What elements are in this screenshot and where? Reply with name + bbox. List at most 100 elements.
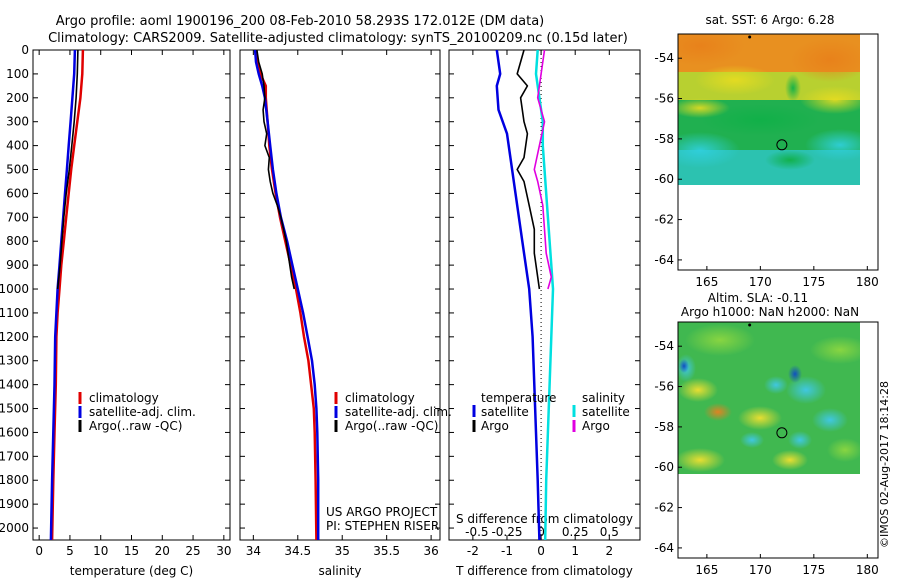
x-axis-label: salinity (318, 564, 361, 578)
series-line-argo (516, 49, 541, 290)
x-tick-label: 15 (124, 544, 139, 558)
x-tick-label: 10 (93, 544, 108, 558)
y-tick-label: -62 (654, 213, 674, 227)
y-tick-label: -60 (654, 460, 674, 474)
profile-location-marker (776, 139, 788, 151)
sst-patch-cyan (678, 132, 740, 168)
secondary-x-tick-label: -0.25 (491, 525, 522, 539)
difference-legend: temperature satellite Argo salinity sate… (472, 391, 630, 433)
y-tick-label: 100 (6, 67, 29, 81)
y-tick-label: -62 (654, 501, 674, 515)
project-annotation-line1: US ARGO PROJECT (326, 505, 438, 519)
sla-patch-yellow (678, 448, 725, 472)
x-tick-label: 1 (571, 544, 579, 558)
x-axis-label: T difference from climatology (455, 564, 633, 578)
sla-patch-yellow (772, 450, 808, 470)
y-tick-label: 1500 (0, 402, 29, 416)
sla-patch-orange (704, 403, 732, 421)
sla-patch-lime (810, 336, 860, 364)
x-tick-label: 35 (335, 544, 350, 558)
y-tick-label: 600 (6, 186, 29, 200)
series-line-argo-raw-qc- (256, 49, 295, 290)
sla-patch-yellow (738, 406, 782, 430)
project-annotation-line2: PI: STEPHEN RISER (326, 519, 439, 533)
sst-patch-orange (678, 34, 745, 66)
x-axis-label: temperature (deg C) (70, 564, 193, 578)
x-tick-label: 20 (155, 544, 170, 558)
x-tick-label: 36 (423, 544, 438, 558)
y-tick-label: 1100 (0, 306, 29, 320)
y-tick-label: -60 (654, 172, 674, 186)
x-tick-label: -2 (467, 544, 479, 558)
x-tick-label: 170 (749, 275, 772, 289)
x-tick-label: -1 (501, 544, 513, 558)
y-tick-label: -58 (654, 132, 674, 146)
y-tick-label: -56 (654, 380, 674, 394)
sst-patch-green (700, 104, 820, 136)
map-dot (748, 323, 752, 327)
y-tick-label: 1300 (0, 354, 29, 368)
plot-frame (448, 49, 641, 541)
legend-label-argo: Argo(..raw -QC) (345, 419, 438, 433)
y-tick-label: 800 (6, 234, 29, 248)
y-tick-label: 200 (6, 91, 29, 105)
y-tick-label: 0 (21, 43, 29, 57)
sla-patch-cyan (764, 376, 788, 394)
x-tick-label: 175 (802, 563, 825, 577)
series-line-climatology (50, 49, 85, 541)
sst-patch-yellow (800, 86, 860, 114)
sla-heatmap (678, 322, 860, 474)
x-tick-label: 180 (856, 563, 879, 577)
profile-location-marker (776, 427, 788, 439)
sla-patch-cyan (786, 376, 826, 404)
y-tick-label: 500 (6, 163, 29, 177)
sst-heatmap (678, 34, 860, 185)
sla-patch-yellow (678, 378, 718, 402)
secondary-x-tick-label: 0 (537, 525, 545, 539)
x-tick-label: 35.5 (373, 544, 400, 558)
sst-patch-green (785, 74, 801, 102)
sla-patch-blue (788, 365, 802, 383)
legend-title-salinity: salinity (582, 391, 625, 405)
figure-title-line1: Argo profile: aoml 1900196_200 08-Feb-20… (56, 14, 545, 29)
x-tick-label: 5 (66, 544, 74, 558)
y-tick-label: -64 (654, 541, 674, 555)
x-tick-label: 175 (802, 275, 825, 289)
y-tick-label: 2000 (0, 521, 29, 535)
salinity-panel: 34 34.5 35 35.5 36 salinity (239, 49, 441, 578)
salinity-legend: climatology satellite-adj. clim. Argo(..… (334, 391, 452, 433)
sla-patch-blue (679, 359, 689, 373)
legend-title-temperature: temperature (481, 391, 556, 405)
y-tick-label: 1700 (0, 449, 29, 463)
sst-map-axes: 165 170 175 180 -54 -56 -58 -60 -62 -64 (654, 33, 879, 289)
y-tick-label: -56 (654, 92, 674, 106)
sla-patch-cyan (788, 431, 812, 449)
y-tick-label: 1800 (0, 473, 29, 487)
imos-timestamp: ©IMOS 02-Aug-2017 18:14:28 (878, 381, 891, 548)
x-tick-label: 0 (35, 544, 43, 558)
secondary-x-tick-label: 0.25 (562, 525, 589, 539)
series-line-argo (533, 49, 553, 290)
secondary-x-tick-label: -0.5 (465, 525, 488, 539)
sst-patch-orange (790, 38, 860, 82)
y-tick-label: 300 (6, 115, 29, 129)
sla-patch-cyan (812, 408, 848, 432)
map-frame (677, 321, 879, 559)
sla-map-title-line2: Argo h1000: NaN h2000: NaN (681, 305, 859, 319)
series-line-satellite-adj-clim- (253, 49, 320, 540)
series-line-argo-raw-qc- (56, 49, 79, 290)
legend-label-t-satellite: satellite (481, 405, 529, 419)
sla-patch-lime (685, 324, 755, 356)
plot-frame (32, 49, 231, 541)
map-frame (677, 33, 879, 271)
y-tick-label: -58 (654, 420, 674, 434)
y-tick-label: 900 (6, 258, 29, 272)
y-tick-label: 400 (6, 139, 29, 153)
legend-label-s-satellite: satellite (582, 405, 630, 419)
sst-patch-green (765, 150, 815, 170)
x-tick-label: 0 (537, 544, 545, 558)
x-tick-label: 34.5 (284, 544, 311, 558)
x-tick-label: 30 (216, 544, 231, 558)
